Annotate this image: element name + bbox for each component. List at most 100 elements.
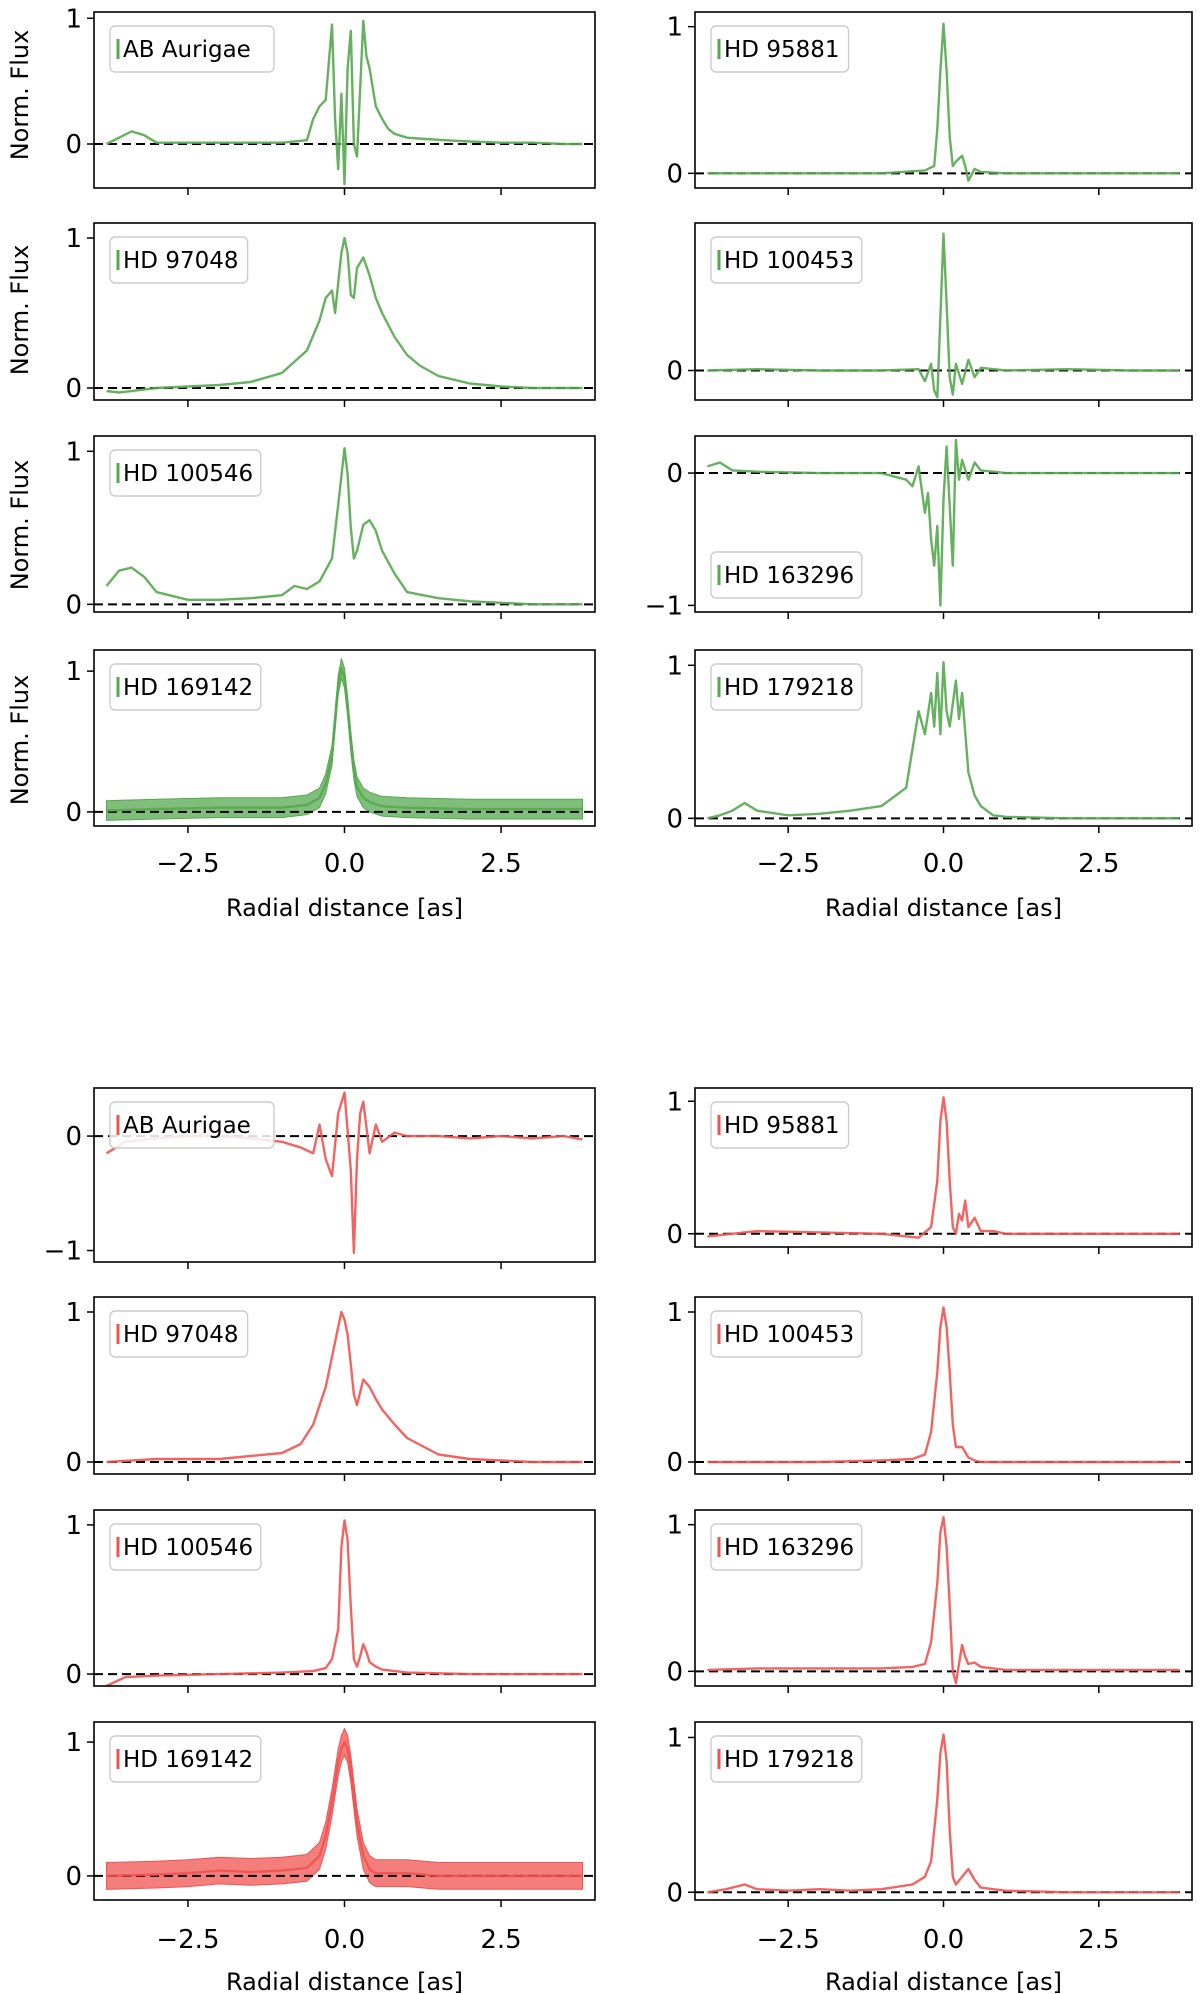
x-tick-label: −2.5 bbox=[156, 1925, 219, 1955]
flux-profile-line bbox=[707, 661, 1180, 820]
legend-label: HD 100546 bbox=[123, 461, 253, 487]
uncertainty-band bbox=[106, 1727, 583, 1890]
x-tick-label: 2.5 bbox=[1078, 849, 1119, 879]
legend: HD 97048 bbox=[109, 236, 249, 284]
y-tick-label: 0 bbox=[65, 1448, 82, 1478]
legend-label: HD 163296 bbox=[724, 1535, 854, 1561]
x-tick-label: 2.5 bbox=[480, 849, 521, 879]
flux-profile-line bbox=[106, 1740, 583, 1878]
bottom-panel-hd-100453-right: 0 1 HD 100453 bbox=[666, 1296, 1193, 1481]
plot-content bbox=[94, 1310, 595, 1464]
legend: HD 179218 bbox=[710, 1735, 863, 1783]
flux-profile-line bbox=[106, 236, 583, 394]
x-tick-label: 0.0 bbox=[923, 849, 964, 879]
top-panel-hd-100453-right: 0 HD 100453 bbox=[666, 222, 1193, 407]
x-axis-label: Radial distance [as] bbox=[825, 894, 1062, 922]
legend: HD 97048 bbox=[109, 1310, 249, 1358]
top-panel-hd-163296-right: 0 −1 HD 163296 bbox=[645, 435, 1193, 621]
flux-profile-line bbox=[707, 1516, 1180, 1685]
plot-content bbox=[695, 438, 1192, 607]
y-tick-label: 1 bbox=[666, 13, 683, 43]
y-axis-label: Norm. Flux bbox=[6, 675, 34, 806]
y-tick-label: 0 bbox=[666, 357, 683, 387]
top-panel-hd-97048-left: 0 1 HD 97048 bbox=[65, 222, 596, 407]
legend: AB Aurigae bbox=[109, 1101, 275, 1149]
y-tick-label: 1 bbox=[65, 1298, 82, 1328]
plot-content bbox=[695, 1733, 1192, 1894]
y-tick-label: 0 bbox=[666, 1657, 683, 1687]
legend-label: HD 100453 bbox=[724, 1322, 854, 1348]
legend-label: HD 163296 bbox=[724, 563, 854, 589]
legend-label: HD 100453 bbox=[724, 248, 854, 274]
x-axis-label: Radial distance [as] bbox=[226, 894, 463, 922]
legend: HD 100453 bbox=[710, 1310, 863, 1358]
y-tick-label: −1 bbox=[44, 1237, 82, 1267]
legend-label: HD 179218 bbox=[724, 675, 854, 701]
y-tick-label: −1 bbox=[645, 591, 683, 621]
top-panel-hd-169142-left: 0 1 HD 169142 bbox=[65, 649, 596, 833]
y-axis-label: Norm. Flux bbox=[6, 30, 34, 161]
legend-label: AB Aurigae bbox=[123, 1113, 251, 1139]
y-tick-label: 0 bbox=[666, 804, 683, 834]
x-tick-label: 0.0 bbox=[324, 1925, 365, 1955]
legend: HD 163296 bbox=[710, 1523, 863, 1571]
legend-box bbox=[109, 1310, 249, 1358]
x-tick-label: −2.5 bbox=[757, 1925, 820, 1955]
bottom-panel-hd-179218-right: 0 1 HD 179218 bbox=[666, 1721, 1193, 1908]
legend: HD 100546 bbox=[109, 449, 262, 497]
plot-content bbox=[695, 661, 1192, 820]
legend-box bbox=[710, 25, 850, 73]
top-panel-group: 0 1 AB Aurigae 0 1 HD 95881 0 1 HD 97048 0 HD 1004… bbox=[6, 4, 1193, 922]
y-tick-label: 0 bbox=[666, 459, 683, 489]
x-tick-label: 0.0 bbox=[923, 1925, 964, 1955]
legend-box bbox=[710, 1101, 850, 1149]
x-tick-label: 0.0 bbox=[324, 849, 365, 879]
legend: HD 100453 bbox=[710, 236, 863, 284]
plot-content bbox=[695, 22, 1192, 182]
y-tick-label: 1 bbox=[65, 1511, 82, 1541]
plot-content bbox=[695, 232, 1192, 399]
y-tick-label: 1 bbox=[65, 4, 82, 34]
y-tick-label: 0 bbox=[666, 159, 683, 189]
plot-content bbox=[695, 1306, 1192, 1464]
bottom-panel-hd-97048-left: 0 1 HD 97048 bbox=[65, 1296, 596, 1481]
legend-box bbox=[710, 551, 863, 599]
flux-profile-line bbox=[707, 1733, 1180, 1894]
y-tick-label: 1 bbox=[65, 657, 82, 687]
legend-box bbox=[710, 1310, 863, 1358]
plot-content bbox=[695, 1096, 1192, 1239]
legend-box bbox=[109, 449, 262, 497]
flux-profile-line bbox=[105, 19, 583, 186]
x-axis-label: Radial distance [as] bbox=[825, 1968, 1062, 1994]
legend-label: HD 169142 bbox=[123, 1747, 253, 1773]
y-tick-label: 1 bbox=[65, 1728, 82, 1758]
x-tick-label: 2.5 bbox=[480, 1925, 521, 1955]
bottom-panel-hd-95881-right: 0 1 HD 95881 bbox=[666, 1087, 1193, 1254]
y-axis-label: Norm. Flux bbox=[6, 460, 34, 591]
legend-box bbox=[109, 1101, 275, 1149]
flux-profile-line bbox=[707, 1096, 1180, 1239]
legend: HD 179218 bbox=[710, 663, 863, 711]
y-tick-label: 0 bbox=[65, 374, 82, 404]
y-tick-label: 0 bbox=[666, 1220, 683, 1250]
bottom-panel-group: 0 −1 AB Aurigae 0 1 HD 95881 0 1 HD 97048 0 1 HD 10… bbox=[44, 1087, 1193, 1994]
top-panel-hd-179218-right: 0 1 HD 179218 bbox=[666, 649, 1193, 834]
flux-profile-line bbox=[707, 22, 1180, 182]
legend-box bbox=[109, 1735, 262, 1783]
plot-content bbox=[94, 19, 595, 186]
top-panel-hd-95881-right: 0 1 HD 95881 bbox=[666, 11, 1193, 195]
y-tick-label: 1 bbox=[666, 1723, 683, 1753]
legend-box bbox=[710, 1523, 863, 1571]
flux-profile-line bbox=[105, 1519, 583, 1686]
legend-label: HD 169142 bbox=[123, 675, 253, 701]
legend: HD 163296 bbox=[710, 551, 863, 599]
plot-content bbox=[94, 1519, 595, 1686]
y-tick-label: 0 bbox=[65, 1122, 82, 1152]
x-tick-label: −2.5 bbox=[757, 849, 820, 879]
legend-label: AB Aurigae bbox=[123, 37, 251, 63]
bottom-panel-hd-169142-left: 0 1 HD 169142 bbox=[65, 1721, 596, 1907]
top-panel-ab-aurigae-left: 0 1 AB Aurigae bbox=[65, 4, 596, 195]
flux-profile-line bbox=[707, 232, 1180, 399]
legend: HD 169142 bbox=[109, 663, 262, 711]
legend-label: HD 97048 bbox=[123, 248, 238, 274]
